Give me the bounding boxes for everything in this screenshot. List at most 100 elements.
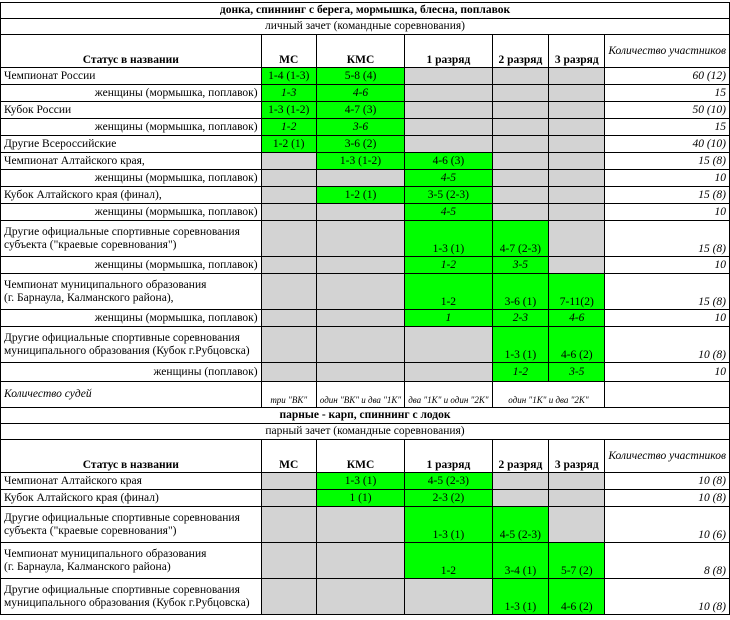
cell-kms (315, 326, 406, 363)
cell-ms: 1-2 (260, 118, 317, 136)
cell-r2 (491, 152, 550, 170)
row-name: Кубок Алтайского края (финал), (0, 186, 262, 204)
row-name: Чемпионат Алтайского края (0, 472, 262, 490)
cell-qty: 10 (8) (604, 578, 730, 615)
table-row: женщины (мормышка, поплавок) 4-5 10 (0, 203, 730, 221)
cell-r2 (491, 169, 550, 187)
col-header-rank2: 2 разряд (491, 439, 550, 473)
row-name: Чемпионат России (0, 67, 262, 85)
row-name: Чемпионат муниципального образования (г. … (0, 273, 262, 310)
row-name: женщины (мормышка, поплавок) (0, 309, 262, 327)
row-name-line1: Другие официальные спортивные соревнован… (4, 583, 240, 596)
col-header-rank3: 3 разряд (548, 439, 606, 473)
cell-r3: 3-5 (548, 362, 606, 382)
table-row: женщины (мормышка, поплавок) 4-5 10 (0, 169, 730, 187)
section1-title: донка, спиннинг с берега, мормышка, блес… (0, 2, 730, 19)
row-name-line1: Другие официальные спортивные соревнован… (4, 225, 240, 238)
cell-ms (260, 203, 317, 221)
row-name: женщины (мормышка, поплавок) (0, 84, 262, 102)
col-header-kms: КМС (315, 439, 406, 473)
cell-r2 (491, 203, 550, 221)
cell-ms (260, 326, 317, 363)
cell-r1 (404, 101, 493, 119)
cell-r2 (491, 472, 550, 490)
table-row: Чемпионат России 1-4 (1-3) 5-8 (4) 60 (1… (0, 67, 730, 85)
judges-label: Количество судей (0, 381, 262, 408)
cell-r1 (404, 578, 493, 615)
row-name: женщины (мормышка, поплавок) (0, 118, 262, 136)
cell-kms (315, 578, 406, 615)
table-row: Кубок Алтайского края (финал), 1-2 (1) 3… (0, 186, 730, 204)
cell-r3: 5-7 (2) (548, 542, 606, 579)
cell-r1 (404, 362, 493, 382)
cell-r3 (548, 67, 606, 85)
cell-kms: 4-7 (3) (315, 101, 406, 119)
cell-r3 (548, 203, 606, 221)
col-header-rank1: 1 разряд (404, 34, 493, 68)
row-name: Другие официальные спортивные соревнован… (0, 578, 262, 615)
cell-r3: 7-11(2) (548, 273, 606, 310)
col-header-kms: КМС (315, 34, 406, 68)
col-header-ms: МС (260, 34, 317, 68)
cell-kms (315, 169, 406, 187)
cell-r1: 1 (404, 309, 493, 327)
col-header-rank1: 1 разряд (404, 439, 493, 473)
cell-r1 (404, 326, 493, 363)
cell-r3 (548, 472, 606, 490)
table-row: Другие официальные спортивные соревнован… (0, 220, 730, 257)
table-row: Другие официальные спортивные соревнован… (0, 578, 730, 615)
cell-r1: 1-3 (1) (404, 506, 493, 543)
cell-r1 (404, 84, 493, 102)
cell-r1: 3-5 (2-3) (404, 186, 493, 204)
table-row: Чемпионат муниципального образования (г. … (0, 273, 730, 310)
row-name-line1: Другие официальные спортивные соревнован… (4, 511, 240, 524)
cell-kms (315, 256, 406, 274)
cell-r3 (548, 220, 606, 257)
cell-r1 (404, 67, 493, 85)
cell-r2 (491, 101, 550, 119)
cell-qty: 10 (604, 203, 730, 221)
cell-qty: 15 (8) (604, 152, 730, 170)
cell-ms (260, 472, 317, 490)
row-name: Кубок Алтайского края (финал) (0, 489, 262, 507)
table-row: Кубок Алтайского края (финал) 1 (1) 2-3 … (0, 489, 730, 507)
cell-ms (260, 186, 317, 204)
judges-kms: один "ВК" и два "1К" (315, 381, 406, 408)
row-name: женщины (мормышка, поплавок) (0, 203, 262, 221)
cell-r1 (404, 118, 493, 136)
cell-kms: 5-8 (4) (315, 67, 406, 85)
row-name: Другие официальные спортивные соревнован… (0, 506, 262, 543)
row-name: Кубок России (0, 101, 262, 119)
cell-qty: 10 (8) (604, 326, 730, 363)
cell-r1: 4-5 (404, 203, 493, 221)
cell-qty: 15 (604, 84, 730, 102)
cell-r1: 1-2 (404, 256, 493, 274)
cell-r2 (491, 489, 550, 507)
row-name-line2: субъекта ("краевые соревнования") (4, 238, 177, 251)
cell-kms (315, 273, 406, 310)
cell-qty: 10 (6) (604, 506, 730, 543)
row-name-line2: (г. Барнаула, Калманского района), (4, 291, 174, 304)
cell-kms: 1-2 (1) (315, 186, 406, 204)
cell-ms (260, 169, 317, 187)
cell-r2: 4-7 (2-3) (491, 220, 550, 257)
table-row: Чемпионат Алтайского края, 1-3 (1-2) 4-6… (0, 152, 730, 170)
cell-ms (260, 256, 317, 274)
table-row: Другие Всероссийские 1-2 (1) 3-6 (2) 40 … (0, 135, 730, 153)
cell-r2 (491, 84, 550, 102)
cell-kms (315, 506, 406, 543)
cell-r2 (491, 135, 550, 153)
cell-r2 (491, 118, 550, 136)
cell-r2: 2-3 (491, 309, 550, 327)
table-row: Чемпионат Алтайского края 1-3 (1) 4-5 (2… (0, 472, 730, 490)
cell-ms: 1-2 (1) (260, 135, 317, 153)
row-name-line1: Чемпионат муниципального образования (4, 278, 207, 291)
cell-r1: 1-3 (1) (404, 220, 493, 257)
cell-r1: 4-5 (2-3) (404, 472, 493, 490)
cell-qty: 15 (8) (604, 220, 730, 257)
cell-qty: 50 (10) (604, 101, 730, 119)
col-header-qty: Количество участников (604, 34, 730, 68)
cell-kms (315, 362, 406, 382)
cell-r1: 2-3 (2) (404, 489, 493, 507)
